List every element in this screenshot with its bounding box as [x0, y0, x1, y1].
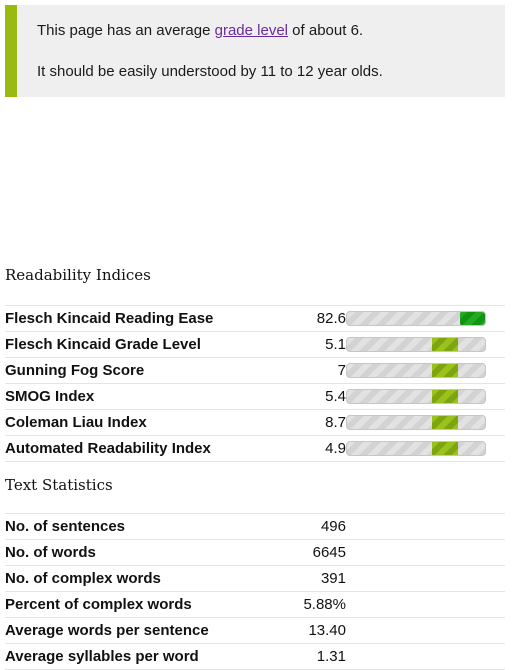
empty-cell [346, 539, 505, 566]
row-label: No. of complex words [5, 565, 290, 592]
row-label: Average syllables per word [5, 643, 290, 670]
table-row: Average words per sentence 13.40 [5, 617, 505, 644]
row-value: 5.88% [290, 591, 346, 618]
row-label: SMOG Index [5, 383, 290, 410]
text-statistics-heading: Text Statistics [5, 476, 113, 494]
row-value: 1.31 [290, 643, 346, 670]
gauge-cell [346, 357, 505, 384]
gauge-cell [346, 435, 505, 462]
table-row: Flesch Kincaid Reading Ease 82.6 [5, 305, 505, 332]
readability-gauge [346, 311, 486, 326]
grade-level-link[interactable]: grade level [214, 22, 289, 39]
table-row: Coleman Liau Index 8.7 [5, 409, 505, 436]
gauge-marker [432, 442, 458, 455]
row-value: 82.6 [290, 305, 346, 332]
readability-gauge [346, 337, 486, 352]
row-value: 391 [290, 565, 346, 592]
table-row: Average syllables per word 1.31 [5, 643, 505, 670]
summary-text: This page has an average [37, 22, 215, 39]
row-value: 496 [290, 513, 346, 540]
readability-table: Flesch Kincaid Reading Ease 82.6 Flesch … [5, 305, 505, 462]
table-row: Gunning Fog Score 7 [5, 357, 505, 384]
table-row: No. of words 6645 [5, 539, 505, 566]
gauge-cell [346, 383, 505, 410]
row-value: 6645 [290, 539, 346, 566]
row-label: Gunning Fog Score [5, 357, 290, 384]
table-row: Automated Readability Index 4.9 [5, 435, 505, 462]
audience-summary-line: It should be easily understood by 11 to … [37, 63, 383, 80]
row-label: Percent of complex words [5, 591, 290, 618]
readability-gauge [346, 415, 486, 430]
empty-cell [346, 565, 505, 592]
row-value: 4.9 [290, 435, 346, 462]
row-label: Coleman Liau Index [5, 409, 290, 436]
table-row: No. of sentences 496 [5, 513, 505, 540]
summary-text: of about 6. [288, 22, 364, 39]
row-value: 5.1 [290, 331, 346, 358]
readability-indices-heading: Readability Indices [5, 266, 151, 284]
row-value: 5.4 [290, 383, 346, 410]
table-row: SMOG Index 5.4 [5, 383, 505, 410]
text-statistics-table: No. of sentences 496 No. of words 6645 N… [5, 513, 505, 670]
readability-gauge [346, 389, 486, 404]
readability-gauge [346, 363, 486, 378]
row-label: Automated Readability Index [5, 435, 290, 462]
row-value: 7 [290, 357, 346, 384]
row-label: No. of sentences [5, 513, 290, 540]
empty-cell [346, 513, 505, 540]
grade-summary-box: This page has an average grade level of … [5, 5, 505, 97]
readability-gauge [346, 441, 486, 456]
row-value: 8.7 [290, 409, 346, 436]
row-label: Flesch Kincaid Grade Level [5, 331, 290, 358]
gauge-marker [460, 312, 485, 325]
grade-summary-line: This page has an average grade level of … [37, 22, 363, 39]
gauge-cell [346, 331, 505, 358]
gauge-marker [432, 338, 458, 351]
empty-cell [346, 643, 505, 670]
table-row: No. of complex words 391 [5, 565, 505, 592]
row-label: No. of words [5, 539, 290, 566]
row-value: 13.40 [290, 617, 346, 644]
gauge-cell [346, 409, 505, 436]
gauge-cell [346, 305, 505, 332]
row-label: Average words per sentence [5, 617, 290, 644]
row-label: Flesch Kincaid Reading Ease [5, 305, 290, 332]
gauge-marker [432, 364, 458, 377]
gauge-marker [432, 390, 458, 403]
gauge-marker [432, 416, 458, 429]
table-row: Flesch Kincaid Grade Level 5.1 [5, 331, 505, 358]
empty-cell [346, 591, 505, 618]
table-row: Percent of complex words 5.88% [5, 591, 505, 618]
empty-cell [346, 617, 505, 644]
